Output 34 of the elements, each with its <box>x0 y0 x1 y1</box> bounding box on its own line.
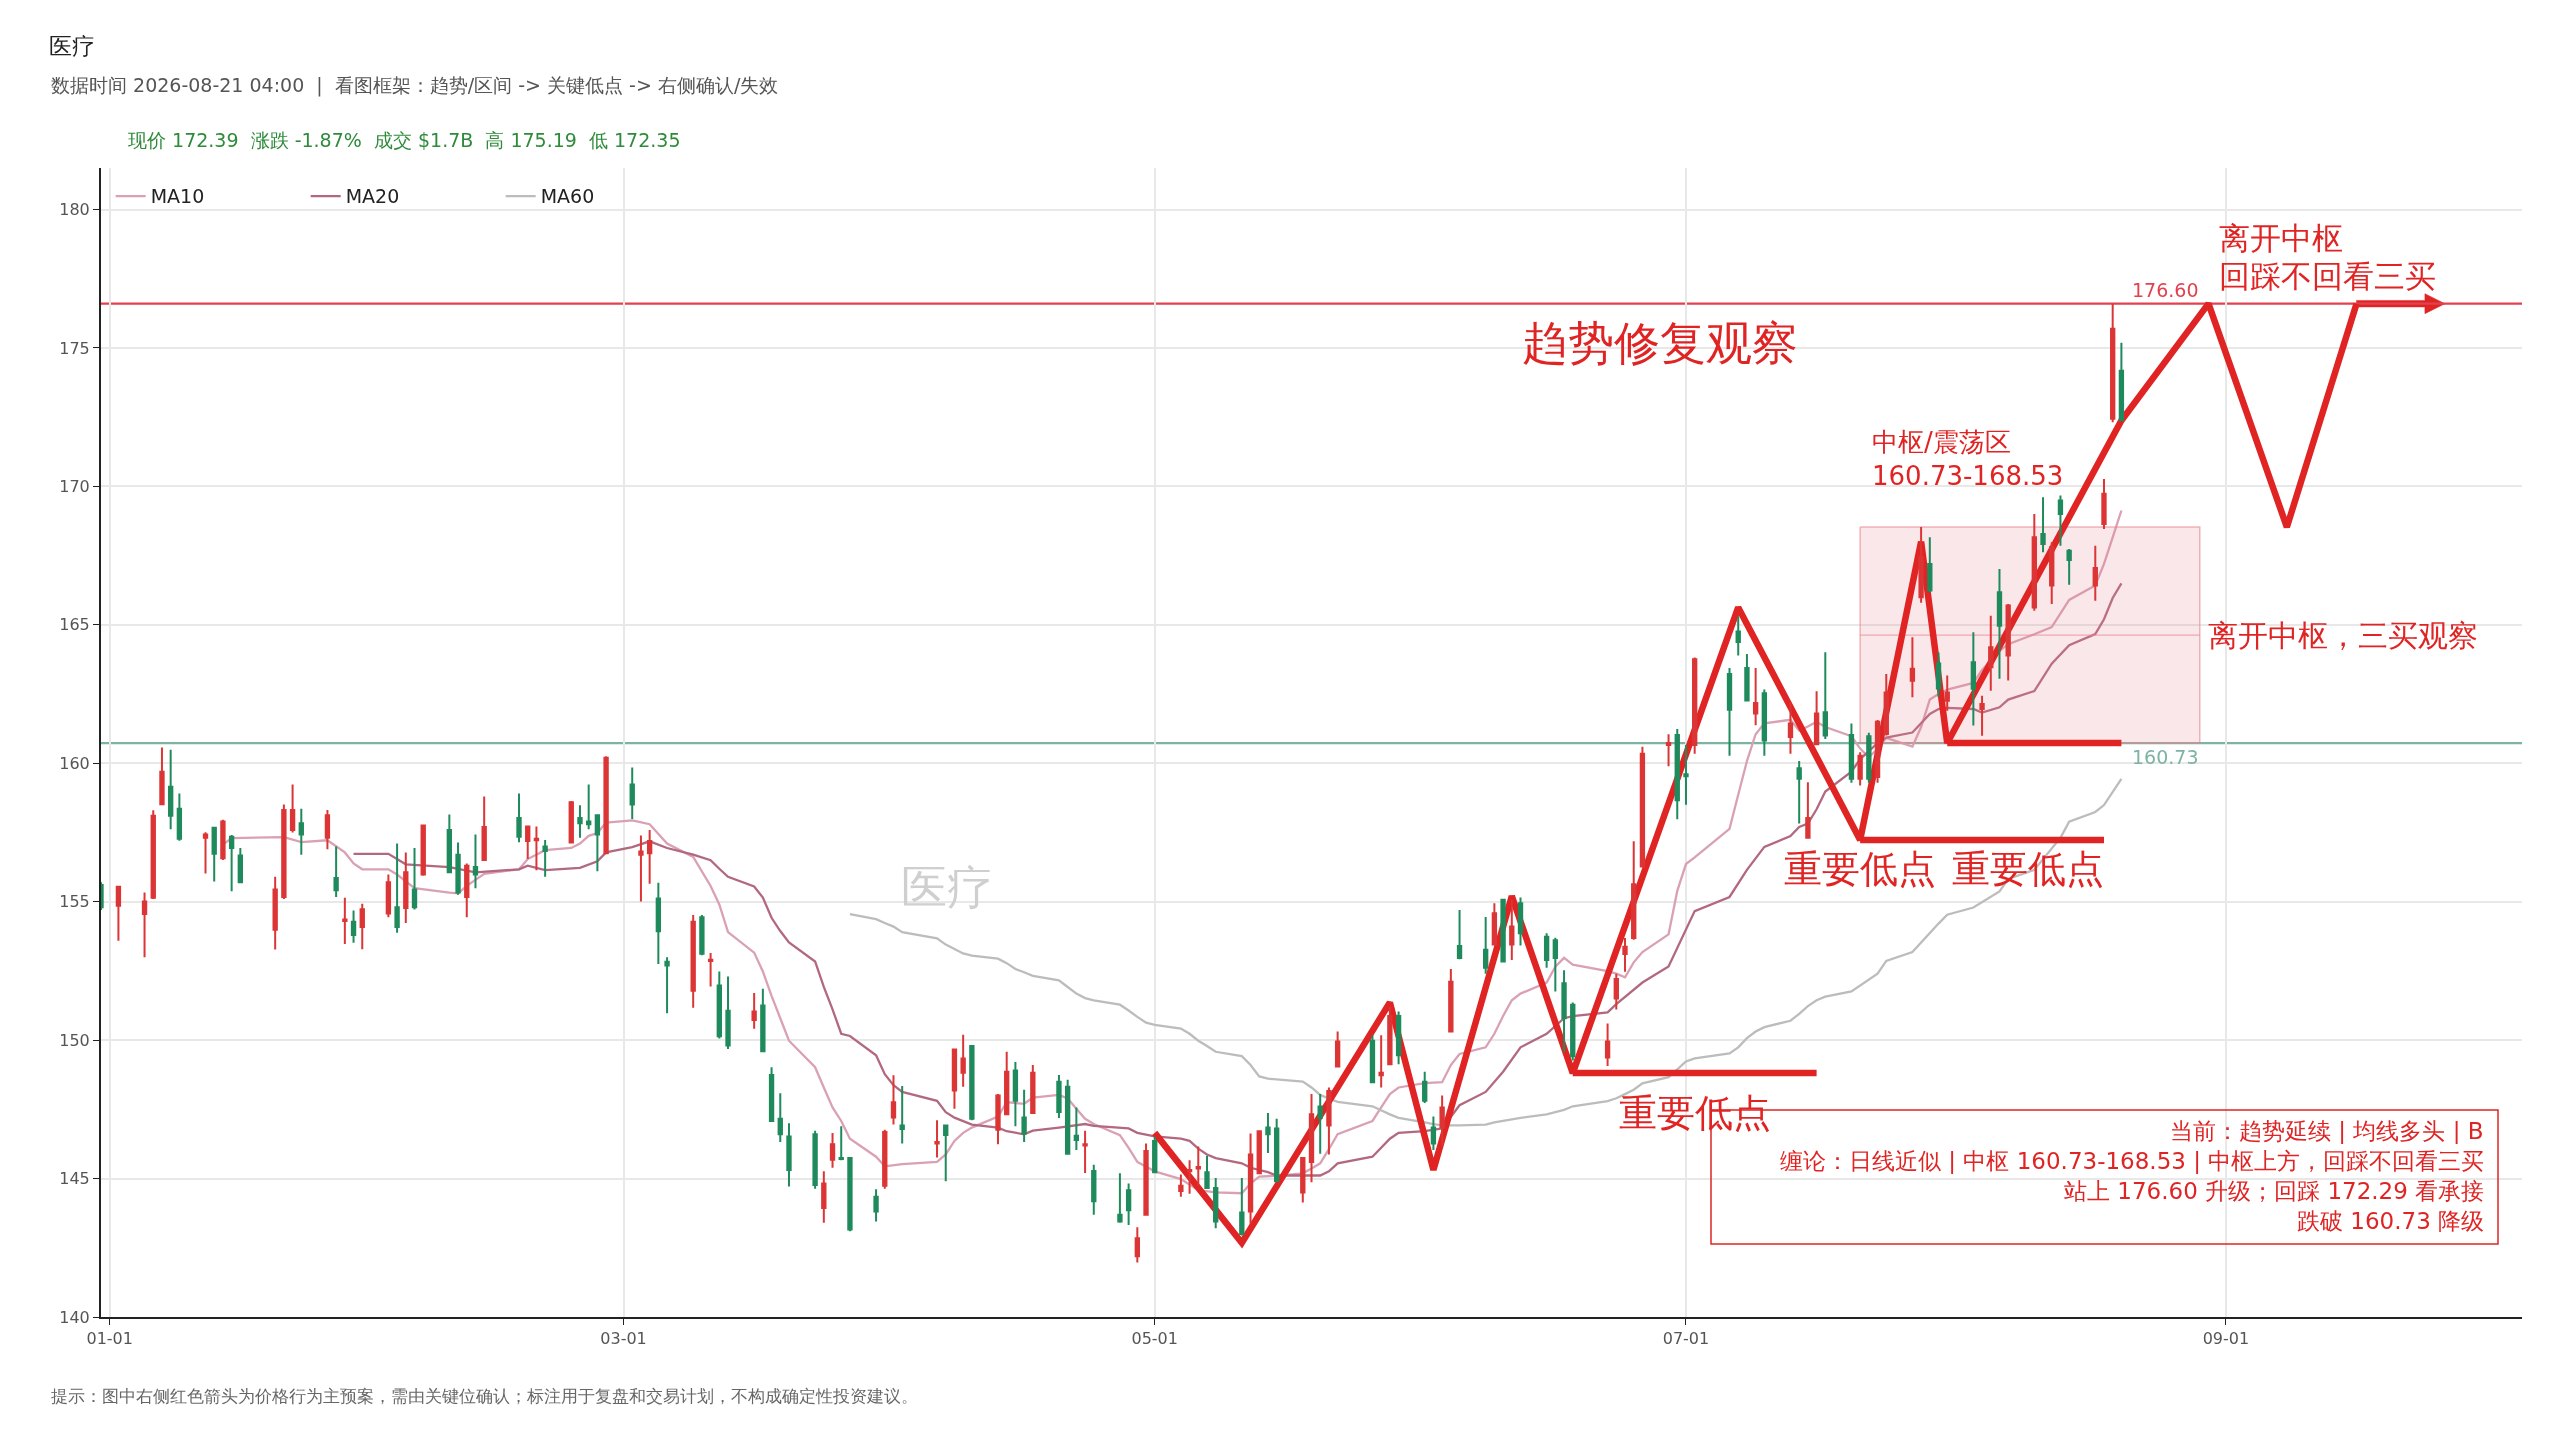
x-tick-label: 01-01 <box>86 1329 133 1349</box>
text: 现价 172.39 涨跌 -1.87% 成交 $1.7B 高 175.19 低 172.35 <box>128 129 681 151</box>
y-tick-label: 170 <box>59 477 90 496</box>
annotation: 跌破 160.73 降级 <box>2297 1208 2485 1234</box>
annotation: 离开中枢 <box>2219 220 2343 256</box>
legend-label: MA60 <box>540 185 595 208</box>
annotation: 重要低点 <box>1952 847 2104 891</box>
annotation: 缠论：日线近似 | 中枢 160.73-168.53 | 中枢上方，回踩不回看三买 <box>1780 1148 2485 1174</box>
y-tick-label: 155 <box>59 892 90 912</box>
ref-line-label: 176.60 <box>2132 279 2199 301</box>
y-tick-label: 140 <box>59 1307 90 1327</box>
y-tick-label: 165 <box>59 615 90 635</box>
annotation: 中枢/震荡区 160.73-168.53 <box>1872 427 2064 491</box>
y-tick-label: 180 <box>59 200 90 220</box>
annotation: 站上 176.60 升级；回踩 172.29 看承接 <box>2064 1178 2485 1204</box>
legend-label: MA10 <box>150 185 205 208</box>
y-tick-label: 160 <box>59 753 90 773</box>
y-tick-label: 145 <box>59 1169 90 1189</box>
annotation: 回踩不回看三买 <box>2219 258 2436 294</box>
x-tick-label: 07-01 <box>1662 1329 1710 1349</box>
chart-subtitle: 数据时间 2026-08-21 04:00 | 看图框架：趋势/区间 -> 关键低点 -> 右侧确认/失效 <box>51 74 779 97</box>
ref-line-label: 160.73 <box>2132 746 2199 768</box>
text: 提示：图中右侧红色箭头为价格行为主预案，需由关键位确认；标注用于复盘和交易计划，不构成确定性投资建议。 <box>51 1386 918 1406</box>
legend-label: MA20 <box>345 185 400 208</box>
chart-title: 医疗 <box>49 33 95 60</box>
x-tick-label: 05-01 <box>1131 1329 1178 1349</box>
annotation: 重要低点 <box>1784 847 1936 891</box>
y-tick-label: 150 <box>59 1030 90 1050</box>
x-tick-label: 09-01 <box>2202 1329 2250 1349</box>
annotation: 当前：趋势延续 | 均线多头 | B <box>2170 1118 2484 1144</box>
x-tick-label: 03-01 <box>600 1329 647 1349</box>
y-tick-label: 175 <box>59 338 90 358</box>
annotation: 离开中枢，三买观察 <box>2208 618 2478 653</box>
annotation: 趋势修复观察 <box>1522 316 1798 370</box>
